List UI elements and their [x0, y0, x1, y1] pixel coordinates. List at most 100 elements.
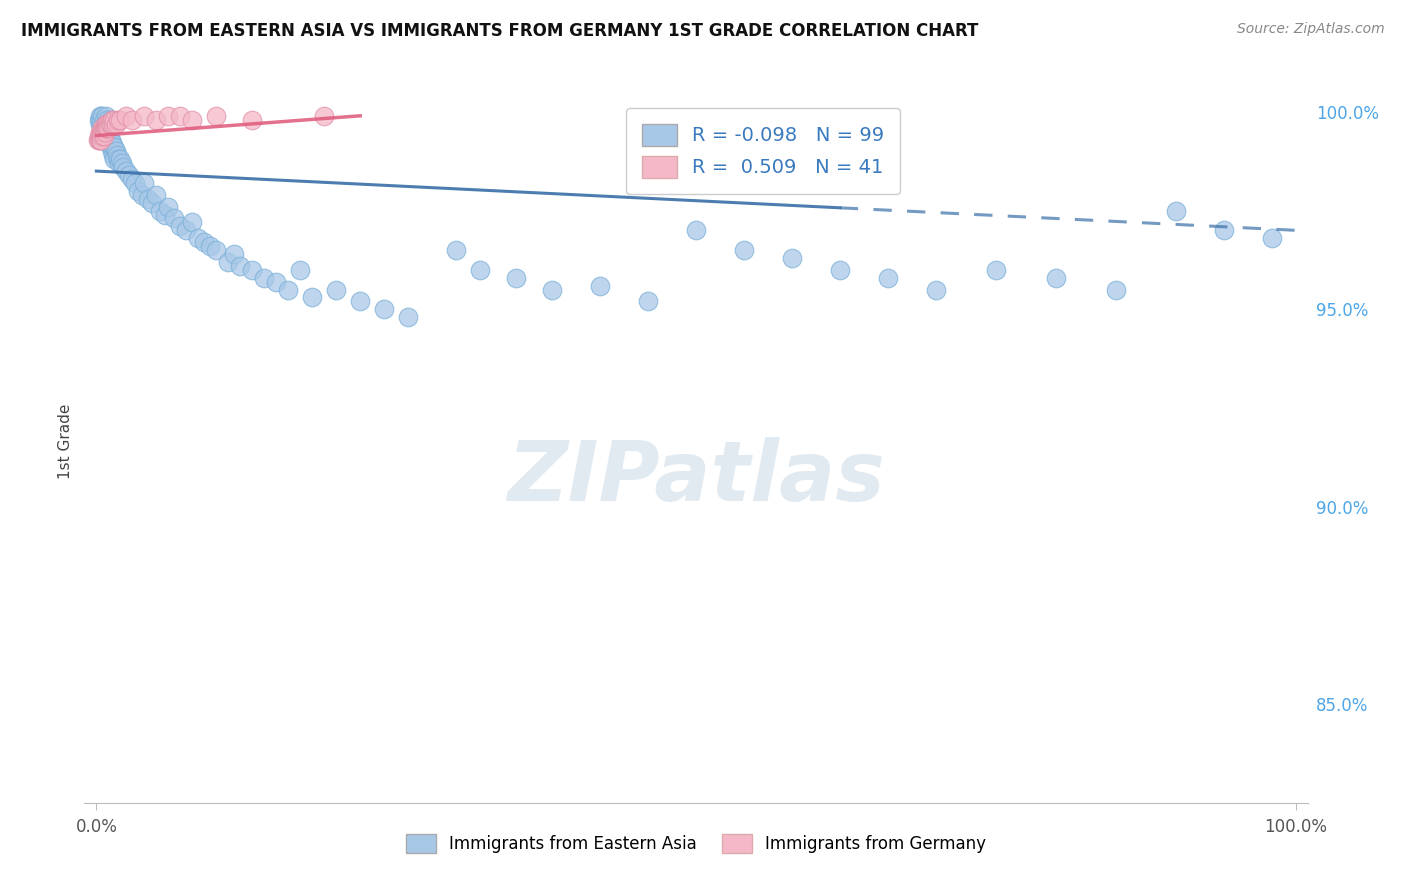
Point — [217, 255, 239, 269]
Point — [97, 128, 120, 143]
Point — [157, 200, 180, 214]
Point — [94, 117, 117, 131]
Point — [93, 125, 115, 139]
Point — [141, 195, 163, 210]
Y-axis label: 1st Grade: 1st Grade — [58, 404, 73, 479]
Point — [301, 290, 323, 304]
Point — [107, 153, 129, 167]
Point — [153, 207, 176, 221]
Point — [90, 109, 112, 123]
Point — [277, 283, 299, 297]
Point — [90, 112, 112, 127]
Point — [200, 239, 222, 253]
Point — [205, 109, 228, 123]
Point — [91, 120, 114, 135]
Point — [101, 145, 124, 159]
Point — [444, 243, 467, 257]
Point — [136, 192, 159, 206]
Point — [121, 172, 143, 186]
Point — [103, 153, 125, 167]
Point — [637, 294, 659, 309]
Point — [93, 120, 117, 135]
Point — [314, 109, 336, 123]
Point — [240, 262, 263, 277]
Point — [86, 132, 108, 146]
Point — [93, 117, 117, 131]
Point — [93, 128, 117, 143]
Point — [193, 235, 215, 249]
Point — [103, 112, 125, 127]
Point — [169, 109, 191, 123]
Point — [290, 262, 312, 277]
Point — [93, 125, 117, 139]
Point — [89, 117, 111, 131]
Point — [94, 120, 117, 135]
Point — [91, 125, 114, 139]
Point — [373, 302, 395, 317]
Point — [174, 223, 197, 237]
Point — [101, 136, 124, 151]
Point — [107, 112, 129, 127]
Point — [205, 243, 228, 257]
Point — [163, 211, 186, 226]
Point — [93, 117, 115, 131]
Point — [104, 145, 127, 159]
Point — [93, 128, 115, 143]
Point — [90, 125, 112, 139]
Point — [96, 128, 118, 143]
Point — [264, 275, 287, 289]
Point — [105, 148, 128, 162]
Point — [1260, 231, 1282, 245]
Point — [98, 117, 121, 131]
Point — [145, 112, 167, 127]
Point — [145, 187, 167, 202]
Point — [134, 176, 156, 190]
Point — [89, 132, 111, 146]
Point — [91, 128, 114, 143]
Point — [91, 120, 114, 135]
Point — [169, 219, 191, 234]
Point — [90, 128, 112, 143]
Point — [115, 164, 138, 178]
Point — [131, 187, 153, 202]
Point — [253, 270, 276, 285]
Point — [90, 132, 112, 146]
Point — [89, 128, 111, 143]
Point — [91, 112, 114, 127]
Point — [104, 117, 127, 131]
Legend: Immigrants from Eastern Asia, Immigrants from Germany: Immigrants from Eastern Asia, Immigrants… — [399, 827, 993, 860]
Point — [685, 223, 707, 237]
Point — [187, 231, 209, 245]
Point — [505, 270, 527, 285]
Point — [1212, 223, 1234, 237]
Point — [127, 184, 149, 198]
Point — [181, 215, 204, 229]
Text: ZIPatlas: ZIPatlas — [508, 437, 884, 518]
Point — [925, 283, 948, 297]
Point — [97, 136, 120, 151]
Text: IMMIGRANTS FROM EASTERN ASIA VS IMMIGRANTS FROM GERMANY 1ST GRADE CORRELATION CH: IMMIGRANTS FROM EASTERN ASIA VS IMMIGRAN… — [21, 22, 979, 40]
Point — [93, 117, 117, 131]
Point — [110, 156, 132, 170]
Point — [93, 112, 115, 127]
Point — [94, 125, 117, 139]
Point — [101, 117, 124, 131]
Point — [110, 153, 132, 167]
Point — [94, 132, 117, 146]
Text: Source: ZipAtlas.com: Source: ZipAtlas.com — [1237, 22, 1385, 37]
Point — [101, 140, 124, 154]
Point — [93, 120, 117, 135]
Point — [134, 109, 156, 123]
Point — [93, 112, 115, 127]
Point — [111, 160, 134, 174]
Point — [1105, 283, 1128, 297]
Point — [224, 247, 246, 261]
Point — [87, 128, 110, 143]
Point — [828, 262, 851, 277]
Point — [87, 132, 110, 146]
Point — [87, 112, 110, 127]
Point — [89, 125, 111, 139]
Point — [124, 176, 146, 190]
Point — [97, 120, 120, 135]
Point — [91, 109, 114, 123]
